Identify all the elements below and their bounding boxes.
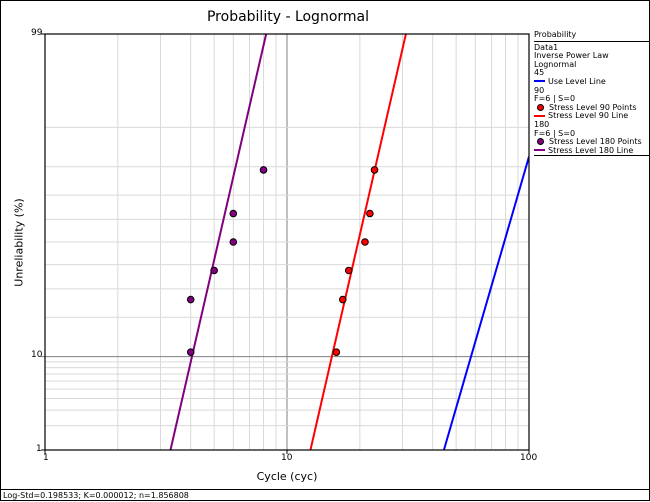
x-axis-label: Cycle (cyc)	[256, 470, 318, 483]
y-axis-label: Unreliability (%)	[12, 198, 26, 287]
chart-title: Probability - Lognormal	[206, 9, 370, 25]
legend-data-name: Data1	[534, 42, 559, 52]
plot-border	[44, 33, 530, 451]
x-tick-1: 1	[43, 453, 49, 463]
legend-stress-90: 90	[534, 85, 545, 95]
legend-distribution: Lognormal	[534, 59, 577, 69]
line-swatch-icon	[534, 114, 545, 117]
x-tick-100: 100	[520, 453, 538, 463]
legend-item-stress-90-line[interactable]: Stress Level 90 Line	[534, 112, 649, 121]
grid-lines	[41, 33, 530, 454]
y-tick-1: 1	[36, 444, 42, 454]
legend-title: Probability	[534, 30, 649, 42]
dot-swatch-icon	[537, 103, 544, 111]
legend-stress-180: 180	[534, 119, 550, 129]
status-bar: Log-Std=0.198533; K=0.000012; n=1.856808	[1, 489, 650, 501]
legend-item-stress-180-points[interactable]: Stress Level 180 Points	[534, 137, 649, 147]
data-series	[169, 34, 529, 450]
y-tick-10: 10	[31, 350, 43, 360]
legend-info-180: F=6 | S=0	[534, 128, 576, 138]
x-tick-10: 10	[281, 453, 293, 463]
dot-swatch-icon	[537, 138, 544, 146]
legend-item-stress-180-line[interactable]: Stress Level 180 Line	[534, 146, 649, 157]
legend-item-stress-90-points[interactable]: Stress Level 90 Points	[534, 103, 649, 113]
legend-item-use-level-line[interactable]: Use Level Line	[534, 77, 649, 87]
y-tick-99: 99	[31, 28, 43, 38]
legend: Probability Data1 Inverse Power Law Logn…	[534, 30, 649, 157]
legend-info-90: F=6 | S=0	[534, 94, 576, 104]
legend-stress-45: 45	[534, 68, 545, 78]
line-swatch-icon	[534, 80, 545, 83]
legend-model: Inverse Power Law	[534, 51, 609, 61]
line-swatch-icon	[534, 149, 545, 152]
